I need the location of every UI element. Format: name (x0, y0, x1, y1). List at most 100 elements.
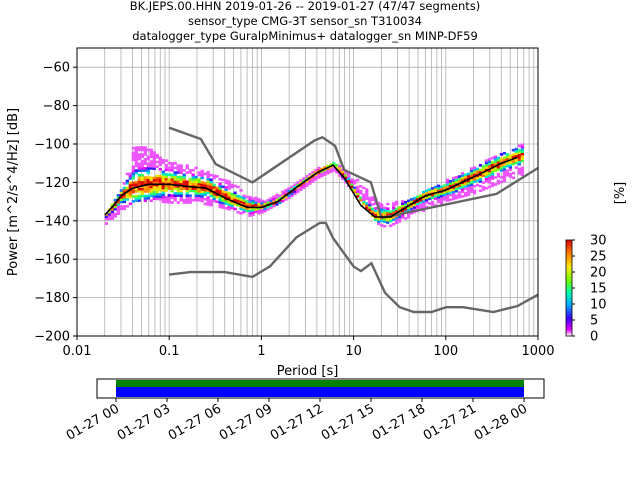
histogram-cell (424, 196, 429, 200)
histogram-cell (365, 202, 369, 205)
histogram-cell (457, 177, 462, 181)
histogram-cell (179, 171, 183, 174)
histogram-cell (227, 205, 231, 209)
histogram-cell (134, 157, 138, 161)
histogram-cell (218, 187, 222, 190)
histogram-cell (188, 196, 192, 200)
histogram-cell (242, 194, 246, 198)
histogram-cell (302, 179, 306, 183)
histogram-cell (487, 174, 492, 177)
histogram-cell (197, 178, 201, 181)
histogram-cell (245, 207, 249, 210)
histogram-cell (269, 204, 273, 207)
histogram-cell (167, 201, 171, 204)
histogram-cell (350, 185, 354, 189)
colorbar-segment (566, 313, 572, 316)
histogram-cell (475, 169, 480, 173)
histogram-cell (493, 183, 498, 186)
histogram-cell (233, 207, 237, 211)
histogram-cell (520, 148, 525, 151)
histogram-cell (341, 173, 345, 176)
histogram-cell (215, 186, 219, 190)
histogram-cell (134, 190, 138, 193)
histogram-cell (454, 194, 459, 198)
histogram-cell (128, 184, 132, 187)
histogram-cell (317, 171, 321, 175)
histogram-cell (143, 180, 147, 184)
histogram-cell (284, 191, 288, 194)
histogram-cell (496, 175, 501, 178)
histogram-cell (188, 187, 192, 190)
histogram-cell (239, 205, 243, 208)
histogram-cell (167, 196, 171, 200)
histogram-cell (173, 185, 177, 188)
histogram-cell (140, 176, 144, 179)
histogram-cell (472, 166, 477, 170)
histogram-cell (113, 212, 118, 216)
histogram-cell (308, 179, 312, 183)
histogram-cell (287, 194, 291, 197)
histogram-cell (305, 182, 309, 185)
histogram-cell (493, 155, 498, 159)
colorbar-segment (566, 240, 572, 242)
colorbar-segment (566, 310, 572, 313)
histogram-cell (329, 170, 333, 174)
colorbar-segment (566, 262, 572, 265)
histogram-cell (131, 151, 135, 155)
histogram-cell (143, 148, 147, 152)
histogram-cell (263, 209, 267, 213)
histogram-cell (161, 184, 165, 187)
histogram-cell (263, 207, 267, 211)
histogram-cell (173, 196, 177, 200)
histogram-cell (125, 179, 129, 183)
histogram-cell (418, 203, 423, 207)
histogram-cell (424, 205, 429, 209)
y-axis-label: Power [m^2/s^4/Hz] [dB] (6, 108, 21, 276)
histogram-cell (203, 197, 207, 201)
histogram-cell (365, 188, 369, 191)
histogram-cell (137, 196, 141, 200)
histogram-cell (149, 155, 153, 159)
histogram-cell (517, 169, 522, 173)
histogram-cell (499, 176, 504, 179)
histogram-cell (140, 167, 144, 170)
histogram-cell (224, 188, 228, 192)
histogram-cell (466, 184, 471, 187)
histogram-cell (149, 162, 153, 166)
histogram-cell (140, 155, 144, 159)
histogram-cell (233, 203, 237, 206)
histogram-cell (152, 151, 156, 154)
histogram-cell (386, 202, 390, 206)
histogram-cell (415, 207, 420, 210)
histogram-cell (493, 169, 498, 172)
histogram-cell (155, 193, 159, 196)
histogram-cell (433, 185, 438, 189)
histogram-cell (436, 189, 441, 192)
histogram-cell (427, 197, 432, 201)
histogram-cell (517, 160, 522, 164)
colorbar-tick-label: 25 (590, 250, 607, 265)
histogram-cell (296, 188, 300, 191)
histogram-cell (347, 177, 351, 181)
histogram-cell (320, 174, 324, 178)
histogram-cell (116, 210, 121, 213)
y-tick-label: −100 (34, 138, 70, 153)
colorbar-segment (566, 324, 572, 327)
histogram-cell (478, 184, 483, 188)
histogram-cell (161, 170, 165, 174)
histogram-cell (430, 193, 435, 197)
colorbar-segment (566, 320, 572, 322)
histogram-cell (149, 192, 153, 196)
histogram-cell (281, 190, 285, 194)
histogram-cell (194, 192, 198, 195)
histogram-cell (466, 175, 471, 178)
histogram-cell (227, 187, 231, 190)
histogram-cell (514, 159, 519, 162)
histogram-cell (508, 161, 513, 165)
histogram-cell (137, 176, 141, 179)
histogram-cell (514, 152, 519, 156)
histogram-cell (179, 194, 183, 197)
histogram-cell (206, 187, 210, 190)
histogram-cell (460, 183, 465, 187)
histogram-cell (496, 179, 501, 183)
